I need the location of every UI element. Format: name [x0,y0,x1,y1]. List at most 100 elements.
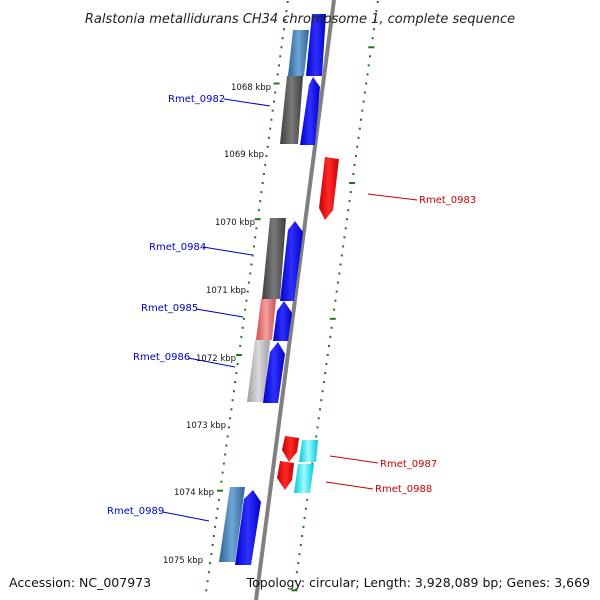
gene-label-rmet-0989[interactable]: Rmet_0989 [107,506,164,517]
minor-tick-mark [227,426,230,429]
minor-tick-mark [339,263,342,266]
minor-tick-mark [347,209,350,212]
minor-tick-mark [376,1,379,3]
minor-tick-mark [210,553,213,556]
gene-label-rmet-0985[interactable]: Rmet_0985 [141,303,198,314]
gene-arrows [235,14,339,565]
minor-tick-mark [356,145,359,148]
gene-arrow-rmet-0984[interactable] [280,221,303,301]
minor-tick-mark [212,535,215,537]
tick-label: 1072 kbp [196,354,236,364]
tick-label: 1071 kbp [206,286,246,296]
minor-tick-mark [252,245,255,248]
minor-tick-mark [294,580,297,583]
tick-label: 1069 kbp [224,150,264,160]
minor-tick-mark [303,516,306,519]
minor-tick-mark [266,145,269,148]
gene-arrow-rmet-0988[interactable] [277,461,294,490]
minor-tick-mark [321,390,324,393]
minor-tick-mark [344,227,347,230]
minor-tick-mark [326,354,329,356]
minor-tick-mark [206,580,209,583]
minor-tick-mark [298,553,301,556]
minor-tick-mark [348,200,351,203]
minor-tick-mark [231,399,234,402]
minor-tick-mark [283,28,285,31]
minor-tick-mark [236,363,239,365]
accession-text: Accession: NC_007973 [9,575,151,590]
cog-block-steel-blue[interactable] [219,487,245,562]
gene-arrow-rmet-0987[interactable] [282,436,299,462]
minor-tick-mark [297,562,300,565]
gene-label-rmet-0984[interactable]: Rmet_0984 [149,242,206,253]
minor-tick-mark [232,390,235,393]
minor-tick-mark [240,335,243,338]
minor-tick-mark [354,154,357,157]
minor-tick-mark [207,571,210,574]
cog-block-steel-blue[interactable] [288,30,309,76]
cog-block-cyan[interactable] [299,440,318,462]
minor-tick-mark [264,163,267,166]
minor-tick-mark [363,91,366,94]
major-tick-mark [273,82,280,85]
tick-labels: 1068 kbp 1069 kbp 1070 kbp 1071 kbp 1072… [163,83,271,566]
minor-tick-mark [342,245,345,248]
tick-label: 1075 kbp [163,556,203,566]
minor-tick-mark [265,154,268,157]
left-tick-ring [205,1,289,592]
minor-tick-mark [251,254,254,257]
cog-block-gray[interactable] [280,76,303,144]
major-tick-mark [254,218,261,221]
gene-arrow-rmet-0983[interactable] [319,157,339,220]
minor-tick-mark [337,281,339,284]
minor-tick-mark [214,525,217,528]
minor-tick-mark [317,417,320,420]
label-connectors [162,98,418,522]
gene-arrow-rmet-0989[interactable] [235,490,261,565]
cog-block-cyan[interactable] [294,464,314,493]
minor-tick-mark [222,462,225,465]
minor-tick-mark [276,73,279,76]
connector-rmet-0985 [195,308,244,318]
gene-arrow-rmet-0985[interactable] [273,301,292,341]
chromosome-backbone [254,0,336,600]
gene-label-rmet-0982[interactable]: Rmet_0982 [168,94,225,105]
major-tick-mark [329,317,336,320]
minor-tick-mark [284,19,287,22]
cog-block-light-gray[interactable] [247,340,270,402]
gene-arrow-top-forward[interactable] [306,14,326,76]
minor-tick-mark [229,417,232,420]
minor-tick-mark [230,408,233,411]
connector-rmet-0983 [367,193,418,201]
minor-tick-mark [221,471,224,474]
minor-tick-mark [360,118,362,121]
minor-tick-mark [361,109,364,112]
tick-label: 1073 kbp [186,421,226,431]
minor-tick-mark [340,254,343,257]
minor-tick-mark [324,372,327,375]
major-tick-mark [349,182,356,184]
minor-tick-mark [241,326,244,329]
gene-label-rmet-0986[interactable]: Rmet_0986 [133,352,190,363]
tick-label: 1068 kbp [231,83,271,93]
minor-tick-mark [295,571,298,574]
minor-tick-mark [333,308,336,311]
minor-tick-mark [369,55,371,58]
major-tick-mark [291,589,298,592]
gene-label-rmet-0988[interactable]: Rmet_0988 [375,484,432,495]
minor-tick-mark [220,480,223,483]
cog-block-pink[interactable] [256,299,276,340]
gene-arrow-rmet-0982[interactable] [300,77,320,145]
connector-rmet-0987 [329,455,379,464]
gene-label-rmet-0983[interactable]: Rmet_0983 [419,195,476,206]
minor-tick-mark [352,173,355,175]
gene-labels: Rmet_0982 Rmet_0983 Rmet_0984 Rmet_0985 … [107,94,476,517]
minor-tick-mark [244,308,247,311]
minor-tick-mark [211,544,214,546]
minor-tick-mark [209,562,212,565]
cog-block-gray[interactable] [262,218,286,299]
minor-tick-mark [329,335,332,338]
gene-label-rmet-0987[interactable]: Rmet_0987 [380,459,437,470]
minor-tick-mark [242,317,245,320]
gene-arrow-rmet-0986[interactable] [263,342,285,403]
